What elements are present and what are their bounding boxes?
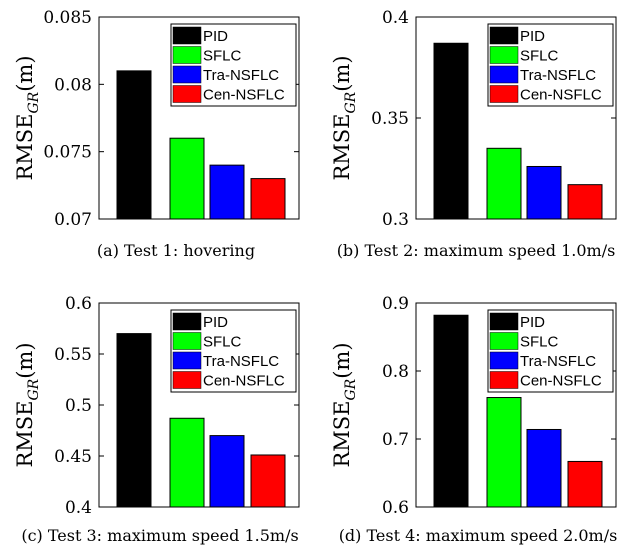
legend-swatch-sflc: [489, 332, 519, 350]
y-tick-label: 0.4: [382, 8, 409, 28]
chart-panel-1: 0.07 0.075 0.08 0.085 RMSEGR(m) PID SFLC Tra-NS…: [13, 8, 300, 260]
legend-swatch-cen-nsflc: [489, 85, 519, 103]
y-tick-label: 0.4: [65, 498, 92, 518]
y-tick-label: 0.075: [43, 143, 92, 163]
bar-sflc: [486, 397, 522, 508]
legend-swatch-tra-nsflc: [489, 351, 519, 370]
chart-panel-4: 0.6 0.7 0.8 0.9 RMSEGR(m) PID SFLC Tra-NSFLC Cen…: [330, 294, 617, 545]
legend-swatch-sflc: [489, 46, 519, 64]
y-axis-label-main: RMSE: [13, 401, 37, 468]
y-tick-label: 0.6: [382, 498, 409, 518]
bar-sflc: [169, 137, 205, 220]
panel-caption: (c) Test 3: maximum speed 1.5m/s: [21, 526, 298, 545]
bar-tra-nsflc: [209, 164, 245, 220]
bar-pid: [433, 314, 469, 508]
bar-pid: [116, 70, 152, 220]
legend-label-cen-nsflc: Cen-NSFLC: [203, 87, 285, 104]
legend-label-pid: PID: [203, 28, 228, 45]
legend-label-sflc: SFLC: [520, 334, 559, 351]
legend-label-pid: PID: [520, 314, 545, 331]
legend-label-tra-nsflc: Tra-NSFLC: [203, 353, 279, 370]
chart-panel-3: 0.4 0.45 0.5 0.55 0.6 RMSEGR(m) PID SFLC Tra-NSF…: [13, 294, 300, 545]
legend-swatch-cen-nsflc: [489, 371, 519, 389]
y-axis-label: RMSEGR(m): [330, 55, 359, 180]
y-tick-label: 0.45: [54, 447, 92, 467]
legend-label-sflc: SFLC: [203, 48, 242, 65]
bar-cen-nsflc: [567, 460, 603, 508]
legend-label-pid: PID: [520, 28, 545, 45]
y-tick-label: 0.9: [382, 294, 409, 314]
legend-label-cen-nsflc: Cen-NSFLC: [520, 373, 602, 390]
bar-pid: [433, 42, 469, 220]
bar-cen-nsflc: [250, 178, 286, 220]
y-axis-label: RMSEGR(m): [330, 342, 359, 467]
y-axis-label-unit: (m): [13, 55, 37, 91]
legend-swatch-pid: [489, 312, 519, 331]
legend-label-cen-nsflc: Cen-NSFLC: [203, 373, 285, 390]
y-axis-label-main: RMSE: [330, 401, 354, 468]
y-axis-label-subscript: GR: [26, 91, 42, 113]
bar-tra-nsflc: [526, 165, 562, 220]
legend-swatch-tra-nsflc: [172, 351, 202, 370]
y-axis-label-subscript: GR: [26, 378, 42, 400]
bar-pid: [116, 333, 152, 508]
y-tick-label: 0.35: [371, 109, 409, 129]
legend-swatch-sflc: [172, 46, 202, 64]
panel-caption: (a) Test 1: hovering: [97, 241, 255, 260]
legend-swatch-cen-nsflc: [172, 85, 202, 103]
y-tick-label: 0.6: [65, 294, 92, 314]
y-axis-label-unit: (m): [330, 342, 354, 378]
y-tick-label: 0.07: [54, 210, 92, 230]
legend-swatch-pid: [489, 26, 519, 45]
y-axis-label-unit: (m): [330, 55, 354, 91]
bar-cen-nsflc: [567, 184, 603, 220]
y-tick-label: 0.55: [54, 345, 92, 365]
y-axis-label: RMSEGR(m): [13, 55, 42, 180]
y-axis-label-subscript: GR: [343, 91, 359, 113]
legend-label-sflc: SFLC: [203, 334, 242, 351]
y-tick-label: 0.3: [382, 210, 409, 230]
y-axis-label-unit: (m): [13, 342, 37, 378]
panel-caption: (d) Test 4: maximum speed 2.0m/s: [339, 526, 618, 545]
bar-tra-nsflc: [209, 435, 245, 508]
y-tick-label: 0.5: [65, 396, 92, 416]
legend-label-tra-nsflc: Tra-NSFLC: [520, 353, 596, 370]
legend-swatch-cen-nsflc: [172, 371, 202, 389]
y-axis-label-main: RMSE: [330, 114, 354, 181]
y-axis-label-subscript: GR: [343, 378, 359, 400]
y-axis-label-main: RMSE: [13, 114, 37, 181]
y-tick-label: 0.7: [382, 430, 409, 450]
legend-swatch-sflc: [172, 332, 202, 350]
legend-label-pid: PID: [203, 314, 228, 331]
bar-sflc: [169, 417, 205, 508]
panel-caption: (b) Test 2: maximum speed 1.0m/s: [337, 241, 616, 260]
chart-panel-2: 0.3 0.35 0.4 RMSEGR(m) PID SFLC Tra-NSFLC Cen-N…: [330, 8, 617, 260]
legend-label-tra-nsflc: Tra-NSFLC: [520, 67, 596, 84]
bar-sflc: [486, 147, 522, 220]
y-tick-label: 0.08: [54, 75, 92, 95]
bar-cen-nsflc: [250, 454, 286, 508]
legend-swatch-pid: [172, 312, 202, 331]
y-axis-label: RMSEGR(m): [13, 342, 42, 467]
legend-label-cen-nsflc: Cen-NSFLC: [520, 87, 602, 104]
y-tick-label: 0.085: [43, 8, 92, 28]
legend-swatch-tra-nsflc: [489, 65, 519, 84]
bar-tra-nsflc: [526, 428, 562, 508]
y-tick-label: 0.8: [382, 362, 409, 382]
legend-label-sflc: SFLC: [520, 48, 559, 65]
legend-swatch-tra-nsflc: [172, 65, 202, 84]
legend-swatch-pid: [172, 26, 202, 45]
legend-label-tra-nsflc: Tra-NSFLC: [203, 67, 279, 84]
